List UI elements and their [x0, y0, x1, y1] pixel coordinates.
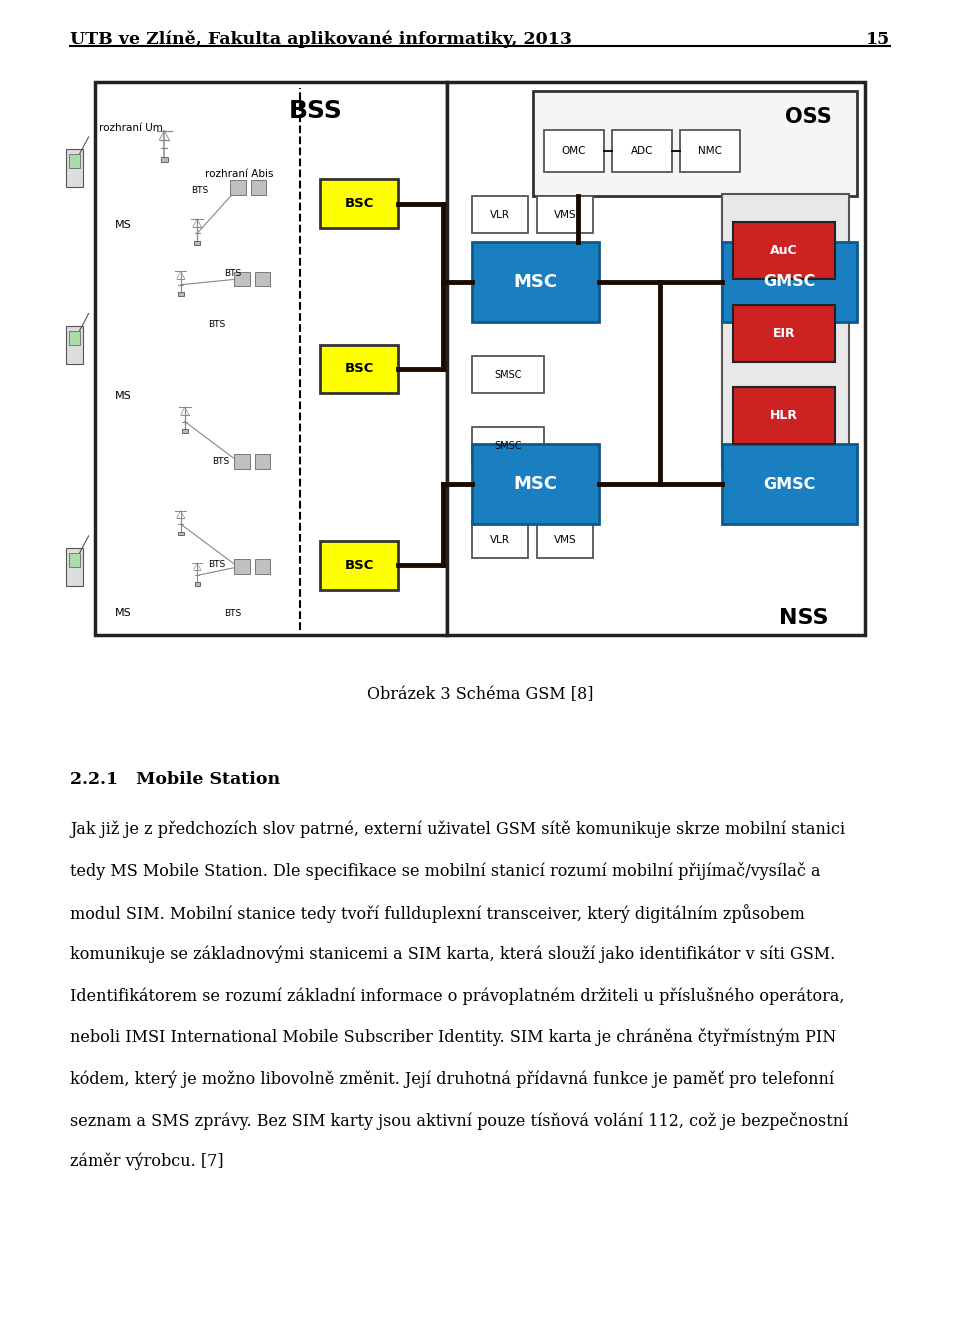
Text: modul SIM. Mobilní stanice tedy tvoří fullduplexní transceiver, který digitálním: modul SIM. Mobilní stanice tedy tvoří fu… [70, 904, 804, 923]
Bar [612, 130, 672, 172]
Bar [194, 241, 200, 245]
Bar [255, 560, 271, 574]
Text: BTS: BTS [224, 269, 241, 278]
Bar [732, 221, 835, 278]
Text: SMSC: SMSC [494, 442, 521, 451]
Text: BTS: BTS [191, 186, 208, 195]
Text: Identifikátorem se rozumí základní informace o právoplatném držiteli u příslušné: Identifikátorem se rozumí základní infor… [70, 987, 845, 1005]
Text: BTS: BTS [207, 320, 225, 329]
Text: VMS: VMS [554, 536, 577, 545]
Bar [732, 305, 835, 362]
Bar [68, 553, 80, 568]
Bar [320, 541, 398, 590]
Text: BTS: BTS [224, 609, 241, 618]
Bar [68, 330, 80, 345]
Text: Obrázek 3 Schéma GSM [8]: Obrázek 3 Schéma GSM [8] [367, 686, 593, 703]
Bar [95, 82, 447, 635]
Bar [320, 179, 398, 228]
Text: GMSC: GMSC [763, 477, 815, 492]
Bar [65, 548, 83, 586]
Text: UTB ve Zlíně, Fakulta aplikované informatiky, 2013: UTB ve Zlíně, Fakulta aplikované informa… [70, 30, 572, 49]
Text: SMSC: SMSC [494, 370, 521, 379]
Bar [234, 272, 250, 286]
Bar [471, 196, 528, 233]
Text: 15: 15 [866, 30, 890, 48]
Bar [732, 387, 835, 444]
Text: VMS: VMS [554, 211, 577, 220]
Bar [471, 355, 544, 392]
Text: BSC: BSC [345, 362, 373, 375]
Bar [471, 444, 599, 524]
Bar [160, 158, 168, 162]
Text: rozhraní Abis: rozhraní Abis [205, 168, 274, 179]
Bar [680, 130, 740, 172]
Text: seznam a SMS zprávy. Bez SIM karty jsou aktivní pouze tísňová volání 112, což je: seznam a SMS zprávy. Bez SIM karty jsou … [70, 1111, 849, 1130]
Text: HLR: HLR [770, 410, 798, 423]
Text: NSS: NSS [780, 609, 828, 629]
Bar [534, 91, 857, 196]
Text: VLR: VLR [490, 536, 510, 545]
Bar [181, 430, 188, 434]
Bar [538, 521, 593, 558]
Bar [178, 292, 183, 296]
Bar [447, 82, 865, 635]
Bar [722, 243, 857, 322]
Text: Jak již je z předchozích slov patrné, externí uživatel GSM sítě komunikuje skrze: Jak již je z předchozích slov patrné, ex… [70, 821, 845, 838]
Bar [195, 582, 200, 586]
Text: komunikuje se základnovými stanicemi a SIM karta, která slouží jako identifikáto: komunikuje se základnovými stanicemi a S… [70, 945, 835, 963]
Bar [471, 427, 544, 464]
Bar [722, 444, 857, 524]
Bar [320, 345, 398, 392]
Text: EIR: EIR [773, 326, 795, 339]
Bar [471, 521, 528, 558]
Bar [722, 194, 849, 467]
Bar [234, 560, 250, 574]
Text: neboli IMSI International Mobile Subscriber Identity. SIM karta je chráněna čtyř: neboli IMSI International Mobile Subscri… [70, 1029, 836, 1046]
Text: 2.2.1   Mobile Station: 2.2.1 Mobile Station [70, 770, 280, 788]
Text: BTS: BTS [207, 560, 225, 569]
Text: BSC: BSC [345, 560, 373, 572]
Text: kódem, který je možno libovolně změnit. Její druhotná přídavná funkce je paměť p: kódem, který je možno libovolně změnit. … [70, 1070, 834, 1087]
Bar [230, 180, 246, 195]
Text: ADC: ADC [631, 146, 653, 156]
Bar [544, 130, 604, 172]
Text: tedy MS Mobile Station. Dle specifikace se mobilní stanicí rozumí mobilní přijím: tedy MS Mobile Station. Dle specifikace … [70, 862, 821, 880]
Text: BSC: BSC [345, 198, 373, 210]
Bar [65, 149, 83, 187]
Bar [255, 272, 271, 286]
Bar [65, 326, 83, 363]
Bar [251, 180, 266, 195]
Bar [234, 453, 250, 469]
Text: MS: MS [115, 607, 132, 618]
Text: BSS: BSS [289, 99, 343, 123]
Text: MS: MS [115, 391, 132, 400]
Text: MSC: MSC [513, 273, 557, 290]
Text: AuC: AuC [770, 244, 798, 257]
Text: záměr výrobcu. [7]: záměr výrobcu. [7] [70, 1154, 224, 1171]
Text: OMC: OMC [562, 146, 587, 156]
Bar [538, 196, 593, 233]
Text: MS: MS [115, 220, 132, 229]
Text: MSC: MSC [513, 475, 557, 493]
Bar [255, 453, 271, 469]
Bar [471, 243, 599, 322]
Bar [178, 532, 183, 536]
Text: rozhraní Um: rozhraní Um [99, 123, 162, 133]
Bar [68, 154, 80, 168]
Text: BTS: BTS [212, 457, 229, 465]
Text: VLR: VLR [490, 211, 510, 220]
Text: NMC: NMC [698, 146, 722, 156]
Text: GMSC: GMSC [763, 274, 815, 289]
Text: OSS: OSS [784, 106, 831, 126]
